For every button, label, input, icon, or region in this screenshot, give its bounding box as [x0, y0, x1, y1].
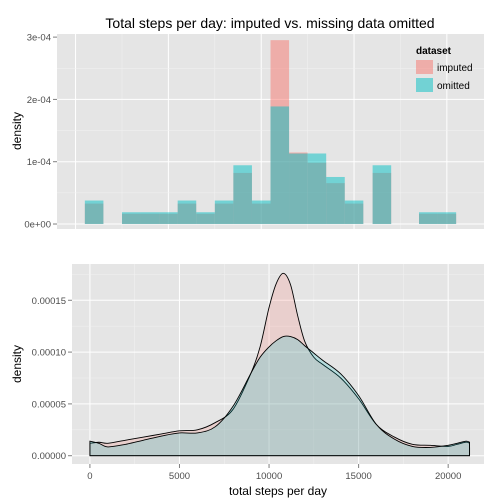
histogram-bar-omitted — [196, 212, 215, 224]
histogram-bar-omitted — [178, 201, 197, 224]
histogram-bar-omitted — [233, 165, 252, 224]
histogram-bar-omitted — [215, 201, 234, 224]
density-x-tick-label: 0 — [87, 471, 92, 482]
histogram-bar-omitted — [122, 212, 141, 224]
chart-title: Total steps per day: imputed vs. missing… — [105, 15, 434, 31]
density-x-ticks: 0 5000 10000 15000 20000 — [87, 464, 461, 482]
histogram-bar-omitted — [141, 212, 160, 224]
legend-key-omitted — [416, 78, 433, 92]
histogram-y-tick-label: 1e-04 — [27, 157, 51, 168]
legend-label-imputed: imputed — [437, 63, 473, 74]
histogram-bar-omitted — [345, 201, 364, 224]
density-x-axis-title: total steps per day — [229, 484, 327, 498]
histogram-bar-omitted — [289, 153, 308, 224]
density-y-axis-title: density — [10, 345, 24, 383]
histogram-bar-omitted — [308, 153, 327, 224]
legend-title: dataset — [416, 46, 452, 57]
density-x-tick-label: 5000 — [169, 471, 190, 482]
histogram-bar-omitted — [252, 201, 271, 224]
density-y-tick-label: 0.00005 — [32, 399, 66, 410]
density-y-ticks: 0.00000 0.00005 0.00010 0.00015 — [32, 296, 72, 462]
histogram-bar-omitted — [373, 165, 392, 224]
density-panel: 0.00000 0.00005 0.00010 0.00015 0 5000 10000 1… — [10, 264, 484, 498]
density-y-tick-label: 0.00015 — [32, 296, 66, 307]
histogram-panel: 0e+00 1e-04 2e-04 3e-04 density dataset imp… — [10, 33, 484, 231]
density-x-tick-label: 10000 — [256, 471, 282, 482]
histogram-bar-omitted — [326, 177, 345, 224]
density-x-tick-label: 15000 — [345, 471, 371, 482]
histogram-bar-omitted — [271, 106, 290, 224]
histogram-bar-omitted — [159, 212, 178, 224]
histogram-bar-omitted — [85, 201, 104, 224]
density-x-tick-label: 20000 — [435, 471, 461, 482]
histogram-y-tick-label: 0e+00 — [24, 220, 51, 231]
legend-label-omitted: omitted — [437, 81, 470, 92]
histogram-y-tick-label: 2e-04 — [27, 95, 51, 106]
histogram-bar-omitted — [438, 212, 457, 224]
histogram-y-ticks: 0e+00 1e-04 2e-04 3e-04 — [24, 33, 57, 231]
density-y-tick-label: 0.00010 — [32, 348, 66, 359]
histogram-bar-omitted — [419, 212, 438, 224]
histogram-y-axis-title: density — [10, 112, 24, 150]
legend-key-imputed — [416, 60, 433, 74]
histogram-y-tick-label: 3e-04 — [27, 33, 51, 44]
density-y-tick-label: 0.00000 — [32, 451, 66, 462]
